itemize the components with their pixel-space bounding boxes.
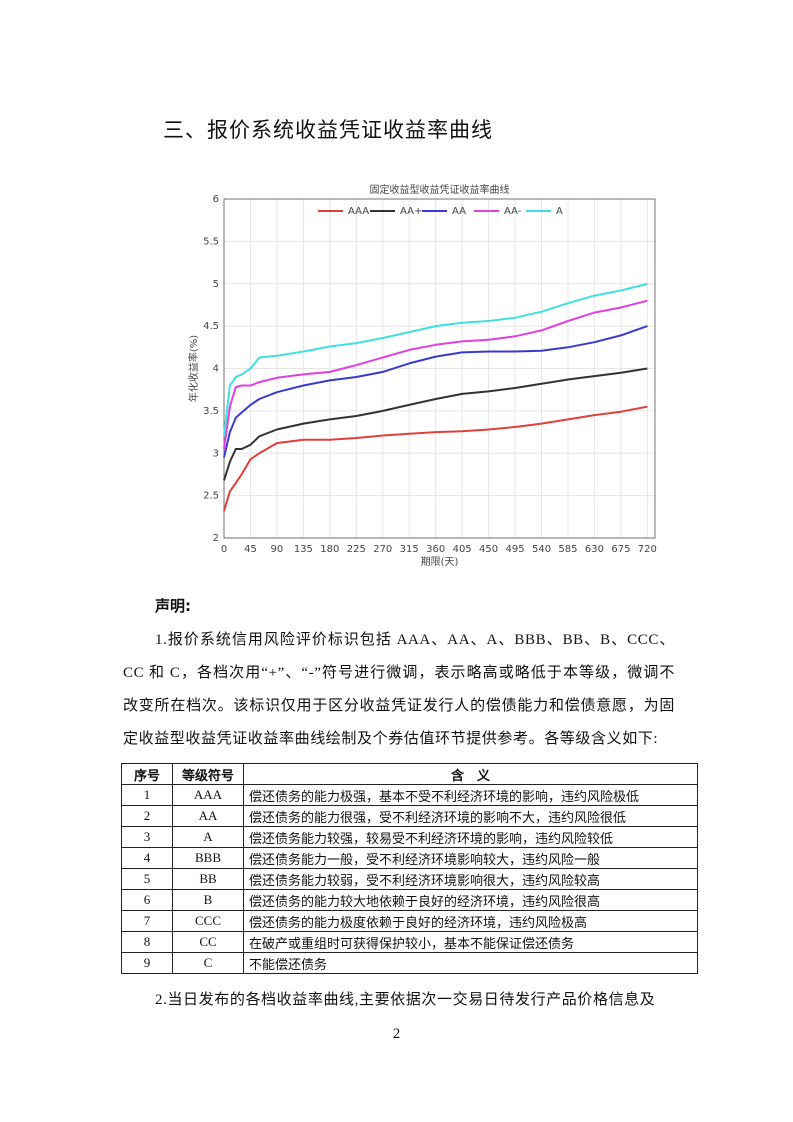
table-cell: 2 [121,805,173,827]
data-line [223,299,648,450]
chart-title: 固定收益型收益凭证收益率曲线 [370,183,510,196]
table-row: 4 BBB 偿还债务能力一般，受不利经济环境影响较大，违约风险一般 [121,847,698,869]
table-row: 6 B 偿还债务的能力较大地依赖于良好的经济环境，违约风险很高 [121,889,698,911]
chart: 2 2.5 3 3.5 4 4.5 5 5.5 6 0 45 90 135 180 225 270 315 360… [187,183,657,568]
x-tick-label: 180 [320,544,339,555]
header-cell: 含 义 [243,763,698,785]
x-tick-label: 135 [294,544,313,555]
y-tick-label: 4 [213,364,219,375]
heading: 三、报价系统收益凭证收益率曲线 [163,118,493,142]
table-cell: 3 [121,826,173,848]
table-cell: AAA [172,784,244,806]
y-tick-label: 2.5 [203,491,219,502]
data-line [223,282,648,437]
x-tick-label: 270 [373,544,392,555]
paragraph: 1.报价系统信用风险评价标识包括 AAA、AA、A、BBB、BB、B、CCC、C… [123,632,675,747]
x-tick-label: 495 [506,544,525,555]
table-cell: 6 [121,889,173,911]
table-cell: 7 [121,910,173,932]
table-cell: C [172,952,244,974]
x-tick-label: 540 [532,544,551,555]
data-line [223,325,648,458]
table-cell: 在破产或重组时可获得保护较小，基本不能保证偿还债务 [243,931,698,953]
y-tick-label: 4.5 [203,321,219,332]
table-cell: A [172,826,244,848]
table-cell: 不能偿还债务 [243,952,698,974]
table-cell: 偿还债务能力较弱，受不利经济环境影响很大，违约风险较高 [243,868,698,890]
table-cell: 偿还债务能力一般，受不利经济环境影响较大，违约风险一般 [243,847,698,869]
legend-label: AAA [348,206,369,217]
table-cell: 4 [121,847,173,869]
table-cell: AA [172,805,244,827]
legend-label: A [556,206,563,217]
x-axis-label: 期限(天) [421,556,459,568]
table-row: 5 BB 偿还债务能力较弱，受不利经济环境影响很大，违约风险较高 [121,868,698,890]
table-cell: 9 [121,952,173,974]
table-cell: BBB [172,847,244,869]
table-cell: 偿还债务的能力较大地依赖于良好的经济环境，违约风险很高 [243,889,698,911]
x-tick-label: 90 [271,544,284,555]
legend-label: AA- [504,206,522,217]
table-cell: 5 [121,868,173,890]
legend-label: AA [452,206,466,217]
data-line [223,367,648,481]
table-row: 8 CC 在破产或重组时可获得保护较小，基本不能保证偿还债务 [121,931,698,953]
table-cell: CCC [172,910,244,932]
x-tick-label: 225 [347,544,366,555]
statement-title: 声明: [155,597,191,615]
header-cell: 序号 [121,763,173,785]
table-header: 序号 等级符号含 义 [121,763,698,785]
table-row: 3 A 偿还债务能力较强，较易受不利经济环境的影响，违约风险较低 [121,826,698,848]
table-cell: 偿还债务能力较强，较易受不利经济环境的影响，违约风险较低 [243,826,698,848]
table-row: 9 C 不能偿还债务 [121,952,698,974]
table-cell: 8 [121,931,173,953]
y-tick-label: 3.5 [203,406,219,417]
data-line [223,405,648,512]
x-tick-label: 0 [221,544,227,555]
header-cell: 等级符号 [172,763,244,785]
y-tick-label: 5.5 [203,236,219,247]
y-tick-label: 5 [213,279,219,290]
table-cell: 1 [121,784,173,806]
x-tick-label: 720 [638,544,657,555]
x-tick-label: 315 [400,544,419,555]
y-tick-label: 2 [213,533,219,544]
table-body: 1 AAA 偿还债务的能力极强，基本不受不利经济环境的影响，违约风险极低 2 AA 偿还债… [121,784,698,974]
y-tick-label: 6 [213,194,219,205]
table-cell: CC [172,931,244,953]
legend-label: AA+ [400,206,422,217]
y-axis-label: 年化收益率(%) [187,335,200,402]
table-cell: B [172,889,244,911]
y-tick-label: 3 [213,448,219,459]
table-cell: BB [172,868,244,890]
x-tick-label: 405 [453,544,472,555]
paragraph: 2.当日发布的各档收益率曲线,主要依据次一交易日待发行产品价格信息及 [155,992,656,1008]
table-row: 1 AAA 偿还债务的能力极强，基本不受不利经济环境的影响，违约风险极低 [121,784,698,806]
page-number: 2 [392,1026,401,1042]
x-tick-label: 45 [244,544,257,555]
table-cell: 偿还债务的能力很强，受不利经济环境的影响不大，违约风险很低 [243,805,698,827]
x-tick-label: 585 [558,544,577,555]
table-cell: 偿还债务的能力极度依赖于良好的经济环境，违约风险极高 [243,910,698,932]
table-row: 2 AA 偿还债务的能力很强，受不利经济环境的影响不大，违约风险很低 [121,805,698,827]
rating-table: 序号 等级符号含 义 1 AAA 偿还债务的能力极强，基本不受不利经济环境的影响，违约风… [121,763,698,974]
x-tick-label: 360 [426,544,445,555]
x-tick-label: 630 [585,544,604,555]
plot-frame [223,198,656,539]
table-row: 7 CCC 偿还债务的能力极度依赖于良好的经济环境，违约风险极高 [121,910,698,932]
x-tick-label: 675 [611,544,630,555]
x-tick-label: 450 [479,544,498,555]
table-cell: 偿还债务的能力极强，基本不受不利经济环境的影响，违约风险极低 [243,784,698,806]
